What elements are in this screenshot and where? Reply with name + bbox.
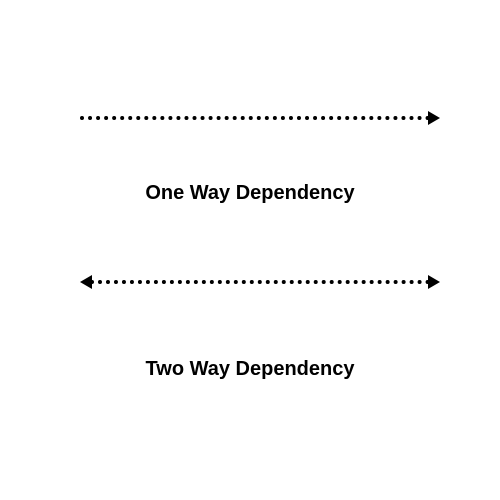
one-way-label: One Way Dependency <box>0 182 500 205</box>
two-way-label: Two Way Dependency <box>0 358 500 381</box>
two-way-arrow-line <box>90 280 430 284</box>
one-way-arrow-line <box>80 116 430 120</box>
two-way-arrowhead-right-icon <box>428 275 440 289</box>
one-way-arrowhead-right-icon <box>428 111 440 125</box>
